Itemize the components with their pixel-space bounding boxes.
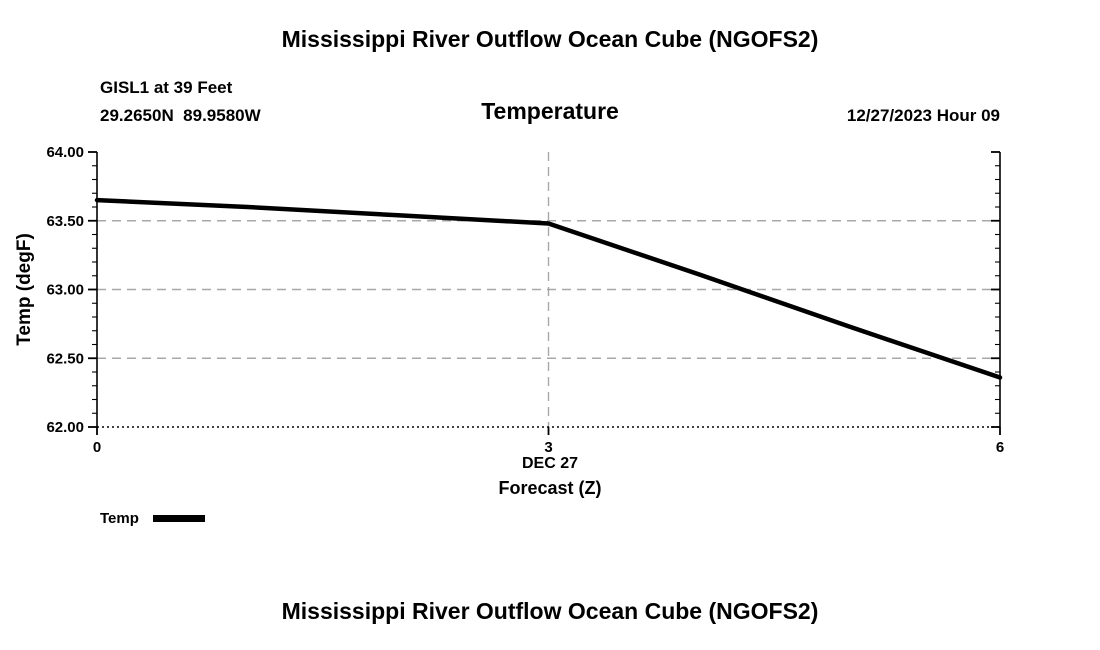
y-tick-label: 62.00 bbox=[46, 419, 84, 436]
y-tick-label: 63.00 bbox=[46, 282, 84, 299]
station-label: GISL1 at 39 Feet bbox=[100, 78, 233, 97]
x-tick-label: 3 bbox=[544, 439, 552, 456]
legend-label: Temp bbox=[100, 510, 139, 527]
bottom-page-title: Mississippi River Outflow Ocean Cube (NG… bbox=[281, 598, 819, 624]
chart-legend: Temp bbox=[100, 510, 205, 527]
series-line-temp bbox=[94, 197, 1003, 380]
y-tick-label: 63.50 bbox=[46, 213, 84, 230]
y-tick-label: 62.50 bbox=[46, 350, 84, 367]
station-coordinates: 29.2650N 89.9580W bbox=[100, 106, 261, 125]
x-axis-title: Forecast (Z) bbox=[498, 478, 602, 498]
legend-line-swatch bbox=[152, 515, 205, 522]
y-tick-label: 64.00 bbox=[46, 144, 84, 161]
y-axis-title: Temp (degF) bbox=[14, 233, 35, 346]
x-tick-label: 6 bbox=[996, 439, 1004, 456]
x-tick-label: 0 bbox=[93, 439, 101, 456]
page-title: Mississippi River Outflow Ocean Cube (NG… bbox=[281, 26, 819, 52]
x-axis-date-label: DEC 27 bbox=[521, 455, 579, 472]
plot-title: Temperature bbox=[481, 98, 619, 124]
forecast-datetime: 12/27/2023 Hour 09 bbox=[846, 106, 1000, 125]
